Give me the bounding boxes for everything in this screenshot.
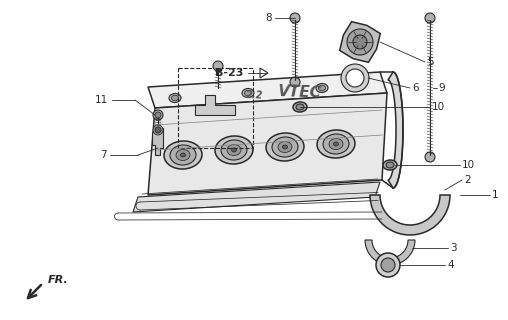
Polygon shape — [133, 182, 380, 212]
Circle shape — [290, 77, 300, 87]
Ellipse shape — [232, 148, 237, 152]
Ellipse shape — [242, 89, 254, 98]
Ellipse shape — [316, 84, 328, 92]
Ellipse shape — [215, 136, 253, 164]
Text: 2.2: 2.2 — [246, 90, 264, 100]
Ellipse shape — [244, 90, 251, 96]
Ellipse shape — [272, 137, 298, 157]
Text: VTEC: VTEC — [278, 84, 322, 100]
Circle shape — [376, 253, 400, 277]
Ellipse shape — [383, 160, 397, 170]
Text: 10: 10 — [462, 160, 475, 170]
Circle shape — [346, 69, 364, 87]
Polygon shape — [148, 72, 387, 108]
Ellipse shape — [319, 85, 326, 91]
Ellipse shape — [333, 142, 338, 146]
Text: 5: 5 — [427, 57, 434, 67]
Circle shape — [155, 127, 161, 133]
Circle shape — [425, 152, 435, 162]
Circle shape — [153, 110, 163, 120]
Ellipse shape — [169, 93, 181, 102]
Ellipse shape — [293, 102, 307, 112]
Circle shape — [213, 61, 223, 71]
Circle shape — [425, 13, 435, 23]
Text: FR.: FR. — [48, 275, 69, 285]
Text: 1: 1 — [492, 190, 499, 200]
Ellipse shape — [329, 139, 343, 149]
Polygon shape — [370, 195, 450, 235]
Text: 2: 2 — [464, 175, 470, 185]
Circle shape — [155, 112, 161, 118]
Text: 8: 8 — [265, 13, 272, 23]
Ellipse shape — [266, 133, 304, 161]
Ellipse shape — [355, 82, 362, 88]
Ellipse shape — [180, 153, 185, 157]
Polygon shape — [340, 22, 380, 62]
Polygon shape — [152, 128, 163, 155]
Text: 10: 10 — [432, 102, 445, 112]
Text: 11: 11 — [95, 95, 108, 105]
Polygon shape — [365, 240, 415, 265]
Ellipse shape — [278, 141, 292, 153]
Text: B-23: B-23 — [215, 68, 243, 78]
Ellipse shape — [221, 140, 247, 160]
Ellipse shape — [296, 104, 304, 110]
Ellipse shape — [323, 134, 349, 154]
Ellipse shape — [386, 162, 394, 168]
Ellipse shape — [227, 145, 241, 156]
Circle shape — [290, 13, 300, 23]
Ellipse shape — [317, 130, 355, 158]
Ellipse shape — [352, 81, 364, 90]
Text: 6: 6 — [412, 83, 419, 93]
Ellipse shape — [172, 95, 178, 101]
Polygon shape — [388, 72, 403, 188]
Circle shape — [353, 35, 367, 49]
Polygon shape — [148, 93, 387, 195]
Circle shape — [341, 64, 369, 92]
Ellipse shape — [170, 145, 196, 165]
Ellipse shape — [176, 149, 190, 161]
Text: 9: 9 — [438, 83, 444, 93]
Text: 4: 4 — [447, 260, 454, 270]
Circle shape — [381, 258, 395, 272]
Text: 7: 7 — [101, 150, 107, 160]
Circle shape — [347, 29, 373, 55]
Polygon shape — [195, 95, 235, 115]
Ellipse shape — [282, 145, 288, 149]
Text: 3: 3 — [450, 243, 457, 253]
Ellipse shape — [164, 141, 202, 169]
Circle shape — [153, 125, 163, 135]
